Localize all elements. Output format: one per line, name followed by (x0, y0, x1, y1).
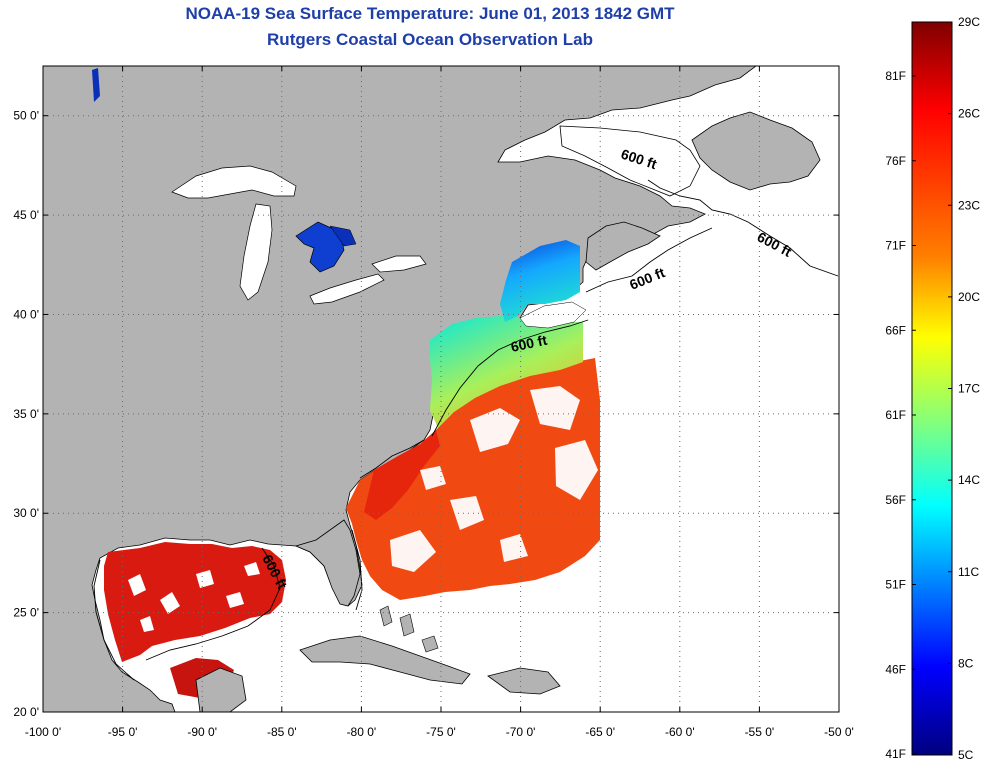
newfoundland-land (691, 111, 821, 191)
map-subtitle: Rutgers Coastal Ocean Observation Lab (267, 30, 593, 49)
georges-bank-gap (519, 301, 587, 329)
colorbar-celsius-label: 11C (958, 565, 979, 579)
bahamas-islands (379, 605, 439, 653)
colorbar-fahrenheit-label: 71F (885, 239, 906, 253)
colorbar-celsius-label: 14C (958, 473, 980, 487)
colorbar-celsius-label: 23C (958, 198, 980, 212)
colorbar-celsius-label: 26C (958, 107, 980, 121)
isobath-600ft (93, 179, 839, 681)
lon-tick-label: -75 0' (426, 725, 456, 739)
gulf-of-maine-sst (500, 240, 580, 322)
colorbar-fahrenheit-label: 46F (885, 662, 906, 676)
lon-tick-label: -90 0' (187, 725, 217, 739)
colorbar-fahrenheit-label: 81F (885, 69, 906, 83)
colorbar-fahrenheit-label: 41F (885, 747, 906, 761)
lake-superior (171, 165, 297, 199)
colorbar-fahrenheit-label: 51F (885, 578, 906, 592)
colorbar-fahrenheit-label: 61F (885, 408, 906, 422)
colorbar-fahrenheit-label: 56F (885, 493, 906, 507)
lat-tick-label: 25 0' (13, 606, 39, 620)
nova-scotia-land (585, 221, 661, 271)
lon-tick-label: -100 0' (25, 725, 61, 739)
gulf-cloud-gaps (128, 562, 260, 632)
georgian-bay (329, 225, 357, 247)
lon-tick-label: -85 0' (267, 725, 297, 739)
colorbar-celsius-label: 8C (958, 656, 974, 670)
colorbar (911, 21, 953, 756)
lon-tick-label: -50 0' (824, 725, 854, 739)
lon-tick-label: -65 0' (585, 725, 615, 739)
lat-tick-label: 20 0' (13, 705, 39, 719)
gulf-of-mexico-sst (104, 542, 286, 662)
mid-atlantic-sst (430, 316, 583, 428)
colorbar-celsius-label: 17C (958, 382, 980, 396)
lon-tick-label: -95 0' (108, 725, 138, 739)
lat-tick-label: 50 0' (13, 109, 39, 123)
cuba-land (299, 635, 471, 685)
lat-tick-label: 40 0' (13, 307, 39, 321)
lon-tick-label: -80 0' (347, 725, 377, 739)
colorbar-labels: 29C 26C 23C 20C 17C 14C 11C 8C 5C 81F 76F 71F 66F 61F… (885, 15, 980, 762)
colorbar-celsius-label: 20C (958, 290, 980, 304)
lake-winnipeg (92, 68, 100, 102)
axis-ticks: -100 0' -95 0' -90 0' -85 0' -80 0' -75 0' -70… (13, 66, 854, 739)
colorbar-celsius-label: 29C (958, 15, 980, 29)
colorbar-celsius-label: 5C (958, 748, 974, 762)
lat-tick-label: 45 0' (13, 208, 39, 222)
map-title: NOAA-19 Sea Surface Temperature: June 01… (185, 4, 675, 23)
colorbar-fahrenheit-label: 66F (885, 323, 906, 337)
contour-label: 600 ft (509, 332, 548, 355)
lake-erie (309, 273, 385, 305)
gulf-stream-core (364, 430, 440, 520)
atlantic-cloud-gaps (390, 386, 598, 572)
lon-tick-label: -60 0' (665, 725, 695, 739)
lon-tick-label: -55 0' (745, 725, 775, 739)
lake-ontario (371, 255, 427, 273)
lake-huron (295, 221, 345, 273)
lon-tick-label: -70 0' (506, 725, 536, 739)
yucatan-land (195, 667, 247, 712)
lat-tick-label: 35 0' (13, 407, 39, 421)
hispaniola-land (487, 667, 561, 695)
lat-tick-label: 30 0' (13, 506, 39, 520)
florida-land (294, 519, 361, 607)
colorbar-fahrenheit-label: 76F (885, 154, 906, 168)
lake-michigan (239, 203, 273, 301)
